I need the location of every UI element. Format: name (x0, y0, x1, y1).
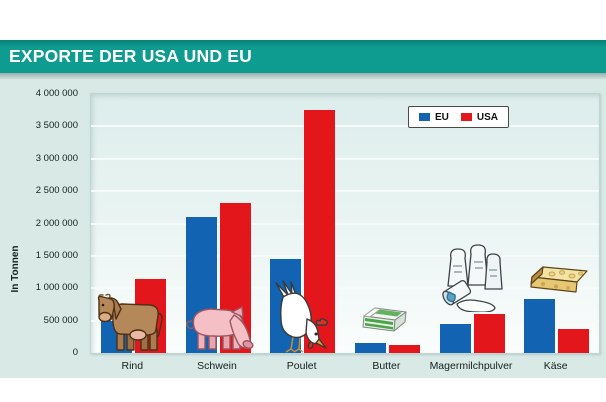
gridline (91, 125, 599, 128)
y-tick-label: 1 000 000 (35, 282, 78, 294)
legend-swatch-eu (419, 113, 430, 121)
legend-item-eu: EU (419, 112, 449, 123)
bar-usa-käse (558, 329, 590, 353)
bar-eu-magermilchpulver (439, 323, 471, 353)
legend: EU USA (408, 106, 510, 128)
gridline (91, 319, 599, 322)
y-tick-label: 1 500 000 (35, 249, 78, 261)
gridline (91, 222, 599, 225)
bar-eu-käse (524, 299, 556, 353)
cheese-icon (528, 264, 590, 294)
gridline (91, 190, 599, 193)
gridline (91, 287, 599, 290)
title-bar-shadow (0, 73, 606, 80)
y-tick-label: 4 000 000 (35, 88, 78, 99)
chicken-icon (273, 279, 328, 353)
legend-item-usa: USA (460, 111, 499, 123)
bar-eu-butter (354, 343, 386, 353)
legend-swatch-usa (460, 113, 472, 121)
y-tick-label: 3 500 000 (35, 120, 78, 132)
y-tick-label: 2 000 000 (35, 217, 78, 229)
cow-icon (95, 293, 169, 353)
gridline (91, 157, 599, 160)
y-axis-ticks: 0 500 000 1 000 000 1 500 000 2 000 000 2 500… (0, 88, 78, 358)
legend-label-eu: EU (435, 111, 449, 123)
bar-usa-butter (388, 345, 420, 353)
milk-powder-icon (433, 242, 507, 312)
page-title: EXPORTE DER USA UND EU (9, 46, 252, 66)
title-bar: EXPORTE DER USA UND EU (0, 40, 606, 73)
y-tick-label: 0 (72, 347, 78, 358)
bar-usa-magermilchpulver (473, 314, 505, 353)
y-tick-label: 2 500 000 (35, 185, 78, 197)
plot-area (90, 93, 600, 354)
y-tick-label: 3 000 000 (35, 152, 78, 164)
gridline (91, 254, 599, 257)
butter-icon (357, 305, 409, 335)
y-tick-label: 500 000 (43, 314, 78, 326)
pig-icon (183, 303, 255, 353)
legend-label-usa: USA (476, 111, 499, 123)
